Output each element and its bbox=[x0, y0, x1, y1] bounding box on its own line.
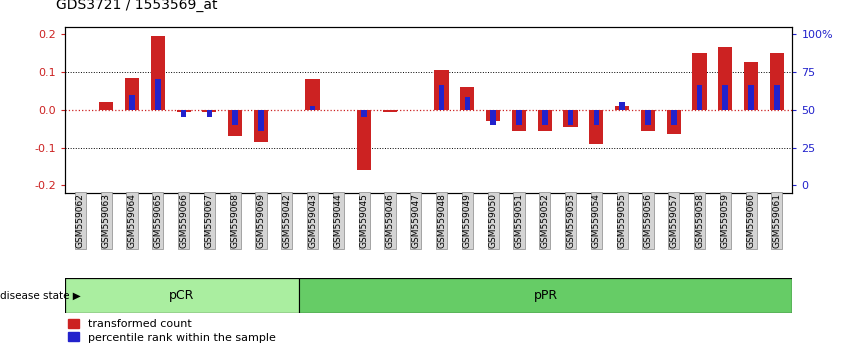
Bar bbox=[439, 85, 444, 110]
Bar bbox=[207, 110, 212, 117]
Bar bbox=[693, 53, 707, 110]
Bar bbox=[299, 278, 792, 313]
Text: GSM559045: GSM559045 bbox=[359, 193, 369, 248]
Bar bbox=[516, 110, 522, 125]
Bar bbox=[181, 110, 186, 117]
Text: GSM559062: GSM559062 bbox=[76, 193, 85, 248]
Text: GSM559069: GSM559069 bbox=[256, 193, 266, 248]
Bar bbox=[306, 80, 320, 110]
Bar bbox=[512, 110, 526, 131]
Bar bbox=[203, 110, 216, 112]
Text: GSM559042: GSM559042 bbox=[282, 193, 291, 248]
Bar bbox=[254, 110, 268, 142]
Text: GSM559044: GSM559044 bbox=[334, 193, 343, 248]
Text: GSM559056: GSM559056 bbox=[643, 193, 652, 248]
Bar bbox=[460, 87, 475, 110]
Bar bbox=[228, 110, 242, 136]
Bar bbox=[568, 110, 573, 125]
Text: GSM559065: GSM559065 bbox=[153, 193, 162, 248]
Bar bbox=[155, 80, 161, 110]
Bar bbox=[696, 85, 702, 110]
Bar bbox=[770, 53, 784, 110]
Bar bbox=[774, 85, 779, 110]
Text: pCR: pCR bbox=[169, 289, 195, 302]
Bar bbox=[357, 110, 372, 170]
Bar bbox=[435, 70, 449, 110]
Bar bbox=[722, 85, 728, 110]
Bar bbox=[615, 106, 630, 110]
Text: GSM559063: GSM559063 bbox=[101, 193, 111, 248]
Bar bbox=[99, 102, 113, 110]
Bar bbox=[564, 110, 578, 127]
Text: GSM559066: GSM559066 bbox=[179, 193, 188, 248]
Bar bbox=[310, 106, 315, 110]
Text: GSM559050: GSM559050 bbox=[488, 193, 498, 248]
Bar bbox=[65, 278, 299, 313]
Text: GSM559064: GSM559064 bbox=[127, 193, 137, 248]
Bar bbox=[258, 110, 264, 131]
Text: GSM559047: GSM559047 bbox=[411, 193, 420, 248]
Bar bbox=[177, 110, 191, 112]
Text: GSM559048: GSM559048 bbox=[437, 193, 446, 248]
Bar bbox=[589, 110, 604, 144]
Bar bbox=[129, 95, 135, 110]
Text: GSM559055: GSM559055 bbox=[617, 193, 627, 248]
Bar bbox=[486, 110, 501, 121]
Text: GSM559046: GSM559046 bbox=[385, 193, 395, 248]
Bar bbox=[645, 110, 650, 125]
Text: GSM559068: GSM559068 bbox=[230, 193, 240, 248]
Bar bbox=[667, 110, 681, 134]
Bar bbox=[671, 110, 676, 125]
Text: GSM559051: GSM559051 bbox=[514, 193, 523, 248]
Text: GSM559058: GSM559058 bbox=[695, 193, 704, 248]
Text: disease state ▶: disease state ▶ bbox=[0, 291, 81, 301]
Bar bbox=[748, 85, 754, 110]
Text: pPR: pPR bbox=[533, 289, 558, 302]
Bar bbox=[151, 36, 165, 110]
Text: GSM559061: GSM559061 bbox=[772, 193, 781, 248]
Bar bbox=[718, 47, 733, 110]
Legend: transformed count, percentile rank within the sample: transformed count, percentile rank withi… bbox=[68, 319, 276, 343]
Bar bbox=[619, 102, 625, 110]
Text: GSM559057: GSM559057 bbox=[669, 193, 678, 248]
Bar bbox=[464, 97, 470, 110]
Bar bbox=[641, 110, 655, 131]
Text: GSM559067: GSM559067 bbox=[205, 193, 214, 248]
Bar bbox=[232, 110, 238, 125]
Bar bbox=[538, 110, 552, 131]
Text: GSM559059: GSM559059 bbox=[721, 193, 730, 248]
Text: GSM559052: GSM559052 bbox=[540, 193, 549, 248]
Text: GDS3721 / 1553569_at: GDS3721 / 1553569_at bbox=[56, 0, 217, 12]
Bar bbox=[490, 110, 496, 125]
Bar bbox=[593, 110, 599, 125]
Bar bbox=[744, 62, 759, 110]
Text: GSM559053: GSM559053 bbox=[566, 193, 575, 248]
Bar bbox=[383, 110, 397, 112]
Bar bbox=[125, 78, 139, 110]
Text: GSM559054: GSM559054 bbox=[591, 193, 601, 248]
Text: GSM559043: GSM559043 bbox=[308, 193, 317, 248]
Bar bbox=[361, 110, 367, 117]
Text: GSM559060: GSM559060 bbox=[746, 193, 756, 248]
Bar bbox=[542, 110, 547, 125]
Text: GSM559049: GSM559049 bbox=[462, 193, 472, 248]
